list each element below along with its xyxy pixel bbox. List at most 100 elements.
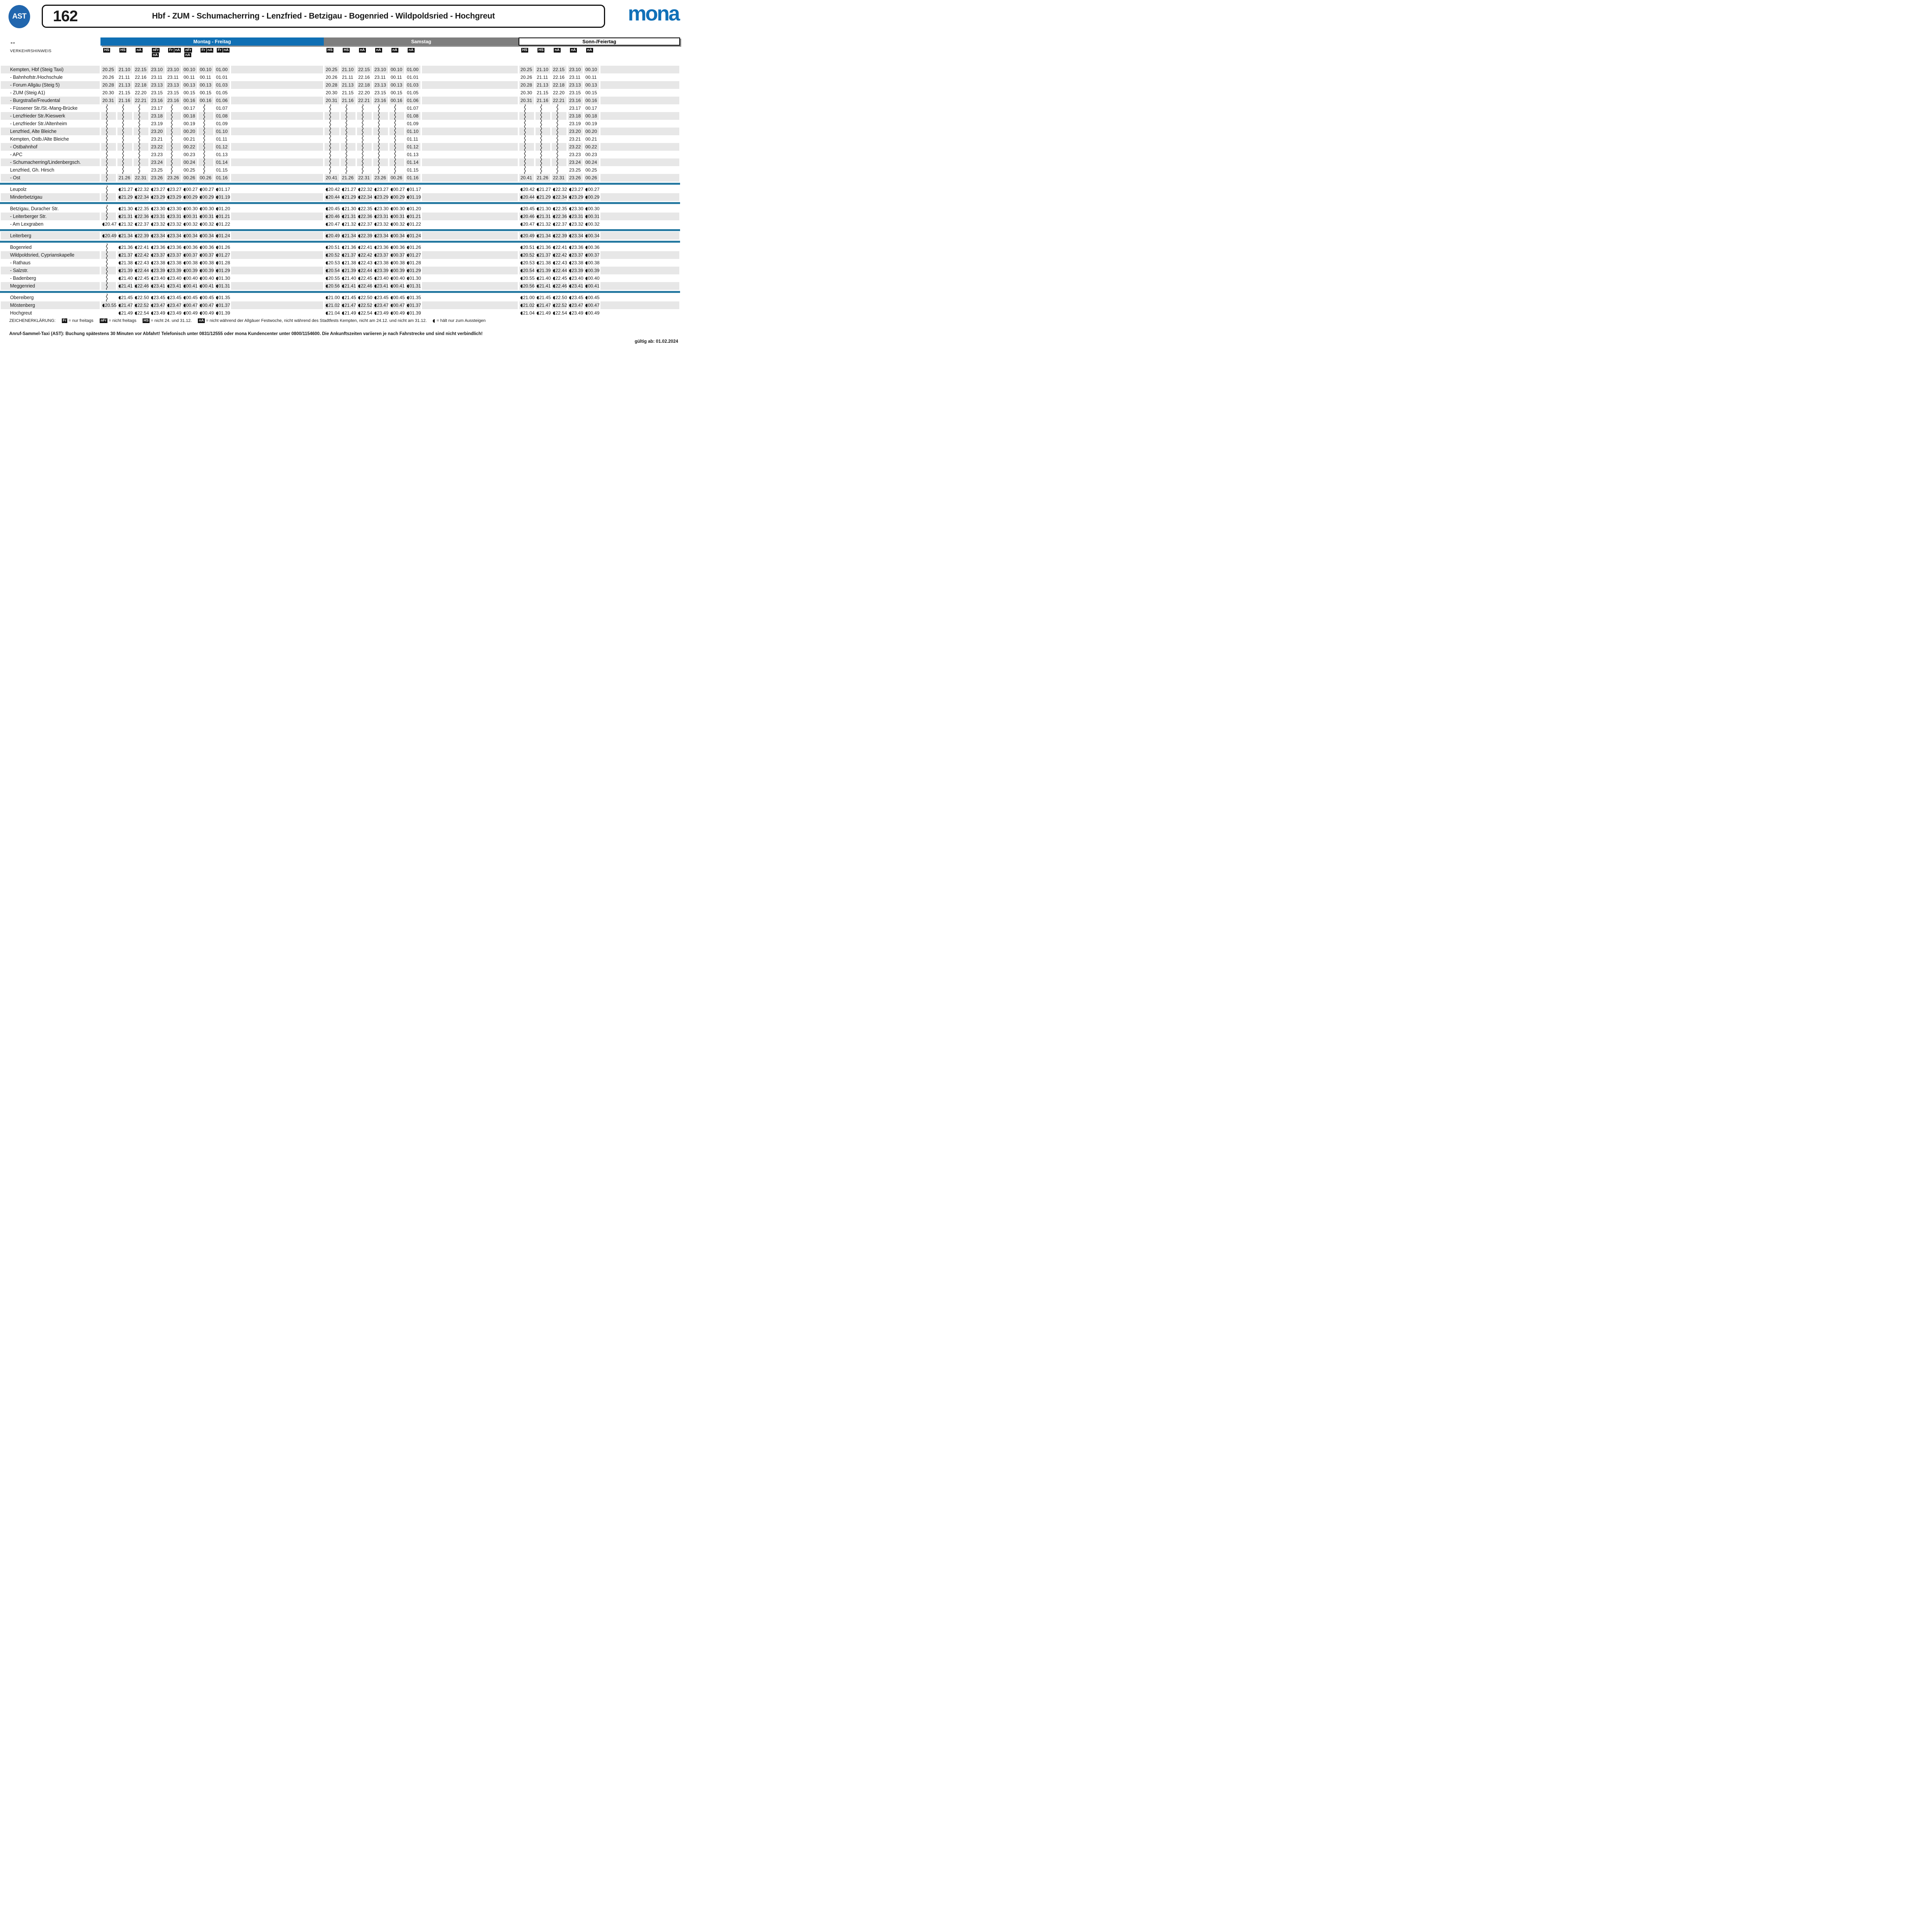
exit-only-icon [184, 269, 185, 272]
filler-cell [230, 193, 324, 201]
time-cell: 00.10 [198, 66, 214, 73]
tag-chip: nA [375, 48, 382, 53]
traffic-tag-cell: Fr nA [214, 46, 230, 60]
time-cell: 21.27 [340, 185, 356, 193]
time-cell: 22.32 [356, 185, 372, 193]
exit-only-icon [119, 187, 121, 191]
time-cell: 00.45 [389, 294, 405, 301]
skip-wavy-cell [519, 143, 535, 151]
exit-only-icon [520, 222, 522, 226]
time-cell: 21.00 [324, 294, 340, 301]
tag-chip: nFr [99, 318, 108, 323]
time-cell: 00.29 [198, 193, 214, 201]
tag-chip: Fr [201, 48, 206, 53]
skip-wavy-cell [165, 166, 182, 174]
exit-only-icon [167, 207, 169, 211]
filler-cell [600, 232, 680, 240]
time-cell: 23.22 [149, 143, 165, 151]
stop-name-cell: Möstenberg [0, 301, 100, 309]
time-cell: 23.41 [567, 282, 583, 290]
tag-chip: HS [521, 48, 529, 53]
exit-only-icon [569, 214, 571, 218]
traffic-tag-cell: nA [389, 46, 405, 60]
exit-only-icon [326, 195, 328, 199]
time-cell: 00.40 [182, 274, 198, 282]
exit-only-icon [585, 261, 587, 265]
exit-only-icon [119, 214, 121, 218]
time-cell: 01.19 [405, 193, 421, 201]
skip-wavy-cell [389, 135, 405, 143]
exit-only-icon [585, 269, 587, 272]
time-cell: 22.35 [133, 205, 149, 213]
time-cell: 01.03 [214, 81, 230, 89]
time-cell: 23.18 [567, 112, 583, 120]
stop-name-cell: Minderbetzigau [0, 193, 100, 201]
exit-only-icon [358, 234, 360, 238]
skip-wavy-cell [372, 104, 389, 112]
stop-name-cell: - Füssener Str./St.-Mang-Brücke [10, 105, 78, 111]
stop-name-cell: Hochgreut [10, 310, 32, 316]
time-cell: 22.21 [356, 97, 372, 104]
traffic-tag-cell: Fr nA [165, 46, 182, 60]
exit-only-icon [167, 187, 169, 191]
exit-only-icon [374, 207, 376, 211]
stop-name-cell: Kempten, Ostb./Alte Bleiche [10, 136, 69, 142]
exit-only-icon [374, 276, 376, 280]
filler-cell [421, 309, 519, 317]
time-cell: 21.27 [117, 185, 133, 193]
exit-only-icon [374, 234, 376, 238]
time-cell: 21.26 [340, 174, 356, 182]
time-cell: 21.15 [537, 90, 549, 95]
exit-only-icon [200, 276, 202, 280]
time-cell: 01.00 [405, 66, 421, 73]
filler-cell [600, 158, 680, 166]
time-cell: 23.38 [372, 259, 389, 267]
time-cell: 22.52 [551, 301, 567, 309]
filler-cell [421, 193, 519, 201]
exit-only-icon [167, 234, 169, 238]
time-cell: 22.41 [133, 243, 149, 251]
time-cell: 00.21 [184, 136, 196, 142]
skip-wavy-cell [551, 120, 567, 128]
time-cell: 01.00 [214, 66, 230, 73]
time-cell: 01.09 [407, 121, 419, 126]
time-cell: 00.41 [182, 282, 198, 290]
time-cell: 00.37 [182, 251, 198, 259]
footer-note: Anruf-Sammel-Taxi (AST): Buchung spätest… [9, 332, 483, 336]
time-cell: 23.16 [149, 97, 165, 104]
exit-only-icon [374, 261, 376, 265]
time-cell: 21.16 [535, 97, 551, 104]
exit-only-icon [569, 187, 571, 191]
time-cell: 23.32 [567, 220, 583, 228]
exit-only-icon [119, 207, 121, 211]
time-cell: 00.40 [389, 274, 405, 282]
exit-only-icon [391, 303, 393, 307]
skip-wavy-cell [117, 112, 133, 120]
filler-cell [600, 213, 680, 220]
time-cell: 20.51 [519, 243, 535, 251]
filler-cell [600, 97, 680, 104]
filler-cell [230, 274, 324, 282]
skip-wavy-cell [356, 104, 372, 112]
time-cell: 00.15 [200, 90, 212, 95]
time-cell: 20.47 [100, 220, 117, 228]
skip-wavy-cell [165, 104, 182, 112]
time-cell: 01.05 [216, 90, 228, 95]
skip-wavy-cell [117, 120, 133, 128]
exit-only-icon [119, 296, 121, 299]
time-cell: 01.17 [214, 185, 230, 193]
filler-cell [600, 73, 680, 81]
time-cell: 22.41 [551, 243, 567, 251]
time-cell: 00.20 [182, 128, 198, 135]
exit-only-icon [151, 269, 153, 272]
exit-only-icon [216, 253, 218, 257]
skip-wavy-cell [100, 267, 117, 274]
ast-badge-label: AST [12, 12, 27, 20]
exit-only-icon [585, 195, 587, 199]
time-cell: 20.45 [324, 205, 340, 213]
time-cell: 01.07 [407, 105, 419, 111]
time-cell: 00.47 [583, 301, 600, 309]
skip-wavy-cell [100, 282, 117, 290]
time-cell: 23.24 [567, 158, 583, 166]
exit-only-icon [520, 276, 522, 280]
